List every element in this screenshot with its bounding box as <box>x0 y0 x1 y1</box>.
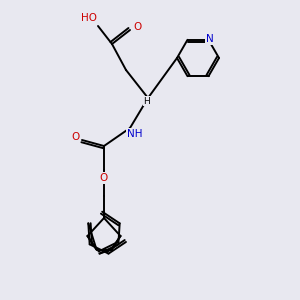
Text: N: N <box>206 34 213 44</box>
Text: O: O <box>133 22 141 32</box>
Text: NH: NH <box>127 129 143 139</box>
Text: HO: HO <box>81 13 97 23</box>
Text: O: O <box>100 173 108 183</box>
Text: H: H <box>144 97 150 106</box>
Text: O: O <box>71 132 79 142</box>
